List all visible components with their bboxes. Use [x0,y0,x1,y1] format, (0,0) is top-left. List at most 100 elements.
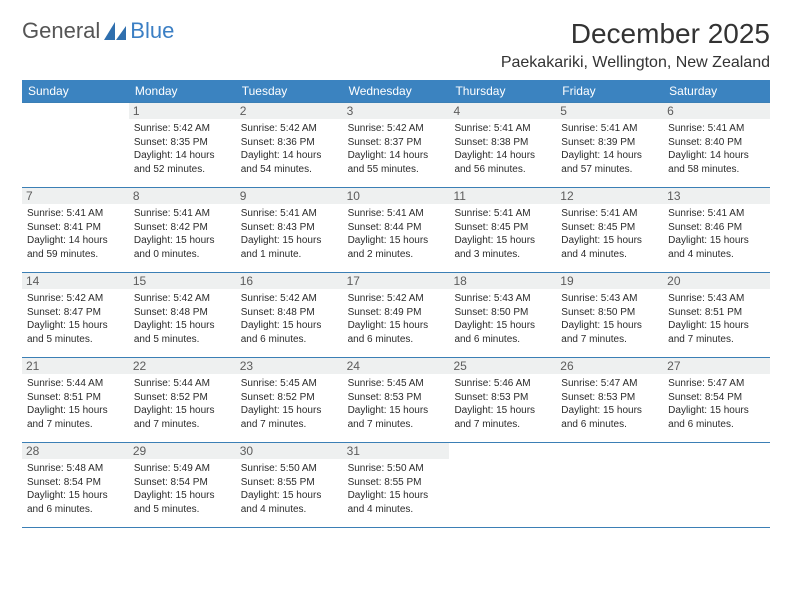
sunset-text: Sunset: 8:41 PM [27,221,124,235]
sunset-text: Sunset: 8:50 PM [454,306,551,320]
sunrise-text: Sunrise: 5:41 AM [561,122,658,136]
day-cell: 15Sunrise: 5:42 AMSunset: 8:48 PMDayligh… [129,273,236,357]
day-header-monday: Monday [129,80,236,102]
day-cell: 18Sunrise: 5:43 AMSunset: 8:50 PMDayligh… [449,273,556,357]
week-row: 1Sunrise: 5:42 AMSunset: 8:35 PMDaylight… [22,102,770,188]
day-number: 3 [343,103,450,119]
brand-text-general: General [22,18,100,44]
day-cell: 21Sunrise: 5:44 AMSunset: 8:51 PMDayligh… [22,358,129,442]
day-body: Sunrise: 5:44 AMSunset: 8:51 PMDaylight:… [27,377,124,431]
day-cell: 1Sunrise: 5:42 AMSunset: 8:35 PMDaylight… [129,103,236,187]
day-cell: 29Sunrise: 5:49 AMSunset: 8:54 PMDayligh… [129,443,236,527]
day-body: Sunrise: 5:42 AMSunset: 8:48 PMDaylight:… [241,292,338,346]
daylight-text: Daylight: 15 hours and 6 minutes. [454,319,551,346]
sunrise-text: Sunrise: 5:46 AM [454,377,551,391]
sunrise-text: Sunrise: 5:42 AM [348,292,445,306]
day-number: 5 [556,103,663,119]
sunrise-text: Sunrise: 5:42 AM [134,122,231,136]
location-subtitle: Paekakariki, Wellington, New Zealand [501,54,770,72]
day-cell-empty [556,443,663,527]
sunrise-text: Sunrise: 5:44 AM [134,377,231,391]
day-number: 15 [129,273,236,289]
sunset-text: Sunset: 8:54 PM [134,476,231,490]
day-cell: 5Sunrise: 5:41 AMSunset: 8:39 PMDaylight… [556,103,663,187]
sunrise-text: Sunrise: 5:45 AM [348,377,445,391]
day-cell: 24Sunrise: 5:45 AMSunset: 8:53 PMDayligh… [343,358,450,442]
sunset-text: Sunset: 8:49 PM [348,306,445,320]
daylight-text: Daylight: 14 hours and 58 minutes. [668,149,765,176]
day-number: 16 [236,273,343,289]
sunrise-text: Sunrise: 5:42 AM [27,292,124,306]
sunrise-text: Sunrise: 5:41 AM [27,207,124,221]
sunrise-text: Sunrise: 5:43 AM [668,292,765,306]
sunset-text: Sunset: 8:40 PM [668,136,765,150]
sunrise-text: Sunrise: 5:45 AM [241,377,338,391]
day-number: 8 [129,188,236,204]
sunset-text: Sunset: 8:53 PM [561,391,658,405]
sunset-text: Sunset: 8:52 PM [134,391,231,405]
day-cell: 6Sunrise: 5:41 AMSunset: 8:40 PMDaylight… [663,103,770,187]
sunrise-text: Sunrise: 5:48 AM [27,462,124,476]
day-number: 29 [129,443,236,459]
day-number: 11 [449,188,556,204]
day-number: 30 [236,443,343,459]
day-body: Sunrise: 5:41 AMSunset: 8:43 PMDaylight:… [241,207,338,261]
daylight-text: Daylight: 15 hours and 4 minutes. [348,489,445,516]
month-title: December 2025 [501,18,770,50]
day-body: Sunrise: 5:44 AMSunset: 8:52 PMDaylight:… [134,377,231,431]
day-number: 31 [343,443,450,459]
title-block: December 2025 Paekakariki, Wellington, N… [501,18,770,72]
day-body: Sunrise: 5:41 AMSunset: 8:46 PMDaylight:… [668,207,765,261]
day-body: Sunrise: 5:41 AMSunset: 8:45 PMDaylight:… [454,207,551,261]
day-cell: 17Sunrise: 5:42 AMSunset: 8:49 PMDayligh… [343,273,450,357]
sunset-text: Sunset: 8:36 PM [241,136,338,150]
day-body: Sunrise: 5:41 AMSunset: 8:41 PMDaylight:… [27,207,124,261]
day-number: 13 [663,188,770,204]
sunrise-text: Sunrise: 5:47 AM [561,377,658,391]
daylight-text: Daylight: 15 hours and 0 minutes. [134,234,231,261]
day-cell: 25Sunrise: 5:46 AMSunset: 8:53 PMDayligh… [449,358,556,442]
calendar-grid: Sunday Monday Tuesday Wednesday Thursday… [22,80,770,528]
daylight-text: Daylight: 14 hours and 52 minutes. [134,149,231,176]
day-cell: 31Sunrise: 5:50 AMSunset: 8:55 PMDayligh… [343,443,450,527]
day-body: Sunrise: 5:41 AMSunset: 8:42 PMDaylight:… [134,207,231,261]
daylight-text: Daylight: 15 hours and 5 minutes. [134,489,231,516]
daylight-text: Daylight: 15 hours and 6 minutes. [27,489,124,516]
day-cell: 20Sunrise: 5:43 AMSunset: 8:51 PMDayligh… [663,273,770,357]
sunrise-text: Sunrise: 5:41 AM [348,207,445,221]
brand-sail-icon [102,20,128,42]
daylight-text: Daylight: 15 hours and 3 minutes. [454,234,551,261]
day-cell: 12Sunrise: 5:41 AMSunset: 8:45 PMDayligh… [556,188,663,272]
calendar-page: General Blue December 2025 Paekakariki, … [0,0,792,538]
daylight-text: Daylight: 15 hours and 6 minutes. [561,404,658,431]
day-body: Sunrise: 5:42 AMSunset: 8:49 PMDaylight:… [348,292,445,346]
sunset-text: Sunset: 8:55 PM [241,476,338,490]
day-number: 14 [22,273,129,289]
daylight-text: Daylight: 15 hours and 5 minutes. [27,319,124,346]
day-cell: 2Sunrise: 5:42 AMSunset: 8:36 PMDaylight… [236,103,343,187]
sunset-text: Sunset: 8:46 PM [668,221,765,235]
sunset-text: Sunset: 8:35 PM [134,136,231,150]
daylight-text: Daylight: 15 hours and 6 minutes. [348,319,445,346]
sunset-text: Sunset: 8:45 PM [561,221,658,235]
daylight-text: Daylight: 15 hours and 7 minutes. [134,404,231,431]
day-body: Sunrise: 5:41 AMSunset: 8:40 PMDaylight:… [668,122,765,176]
day-cell: 9Sunrise: 5:41 AMSunset: 8:43 PMDaylight… [236,188,343,272]
day-number: 27 [663,358,770,374]
daylight-text: Daylight: 15 hours and 6 minutes. [241,319,338,346]
sunset-text: Sunset: 8:51 PM [668,306,765,320]
day-cell: 10Sunrise: 5:41 AMSunset: 8:44 PMDayligh… [343,188,450,272]
day-number [449,443,556,459]
brand-logo: General Blue [22,18,174,44]
day-header-saturday: Saturday [663,80,770,102]
sunset-text: Sunset: 8:48 PM [134,306,231,320]
daylight-text: Daylight: 15 hours and 7 minutes. [241,404,338,431]
sunrise-text: Sunrise: 5:41 AM [668,207,765,221]
sunset-text: Sunset: 8:47 PM [27,306,124,320]
day-number [663,443,770,459]
sunset-text: Sunset: 8:50 PM [561,306,658,320]
sunset-text: Sunset: 8:37 PM [348,136,445,150]
brand-text-blue: Blue [130,18,174,44]
day-body: Sunrise: 5:42 AMSunset: 8:37 PMDaylight:… [348,122,445,176]
week-row: 7Sunrise: 5:41 AMSunset: 8:41 PMDaylight… [22,188,770,273]
